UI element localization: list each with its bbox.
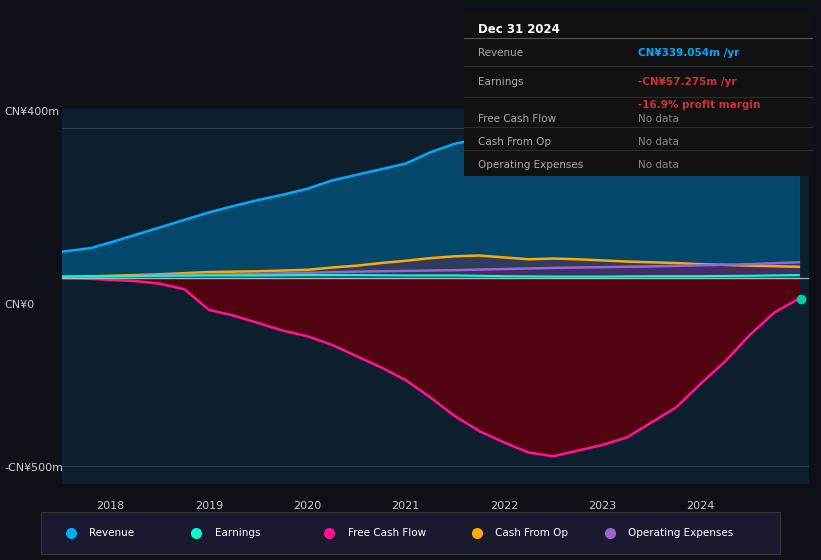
Text: CN¥339.054m /yr: CN¥339.054m /yr — [639, 48, 740, 58]
Text: 2022: 2022 — [490, 501, 518, 511]
Text: 2019: 2019 — [195, 501, 223, 511]
Text: 2018: 2018 — [97, 501, 125, 511]
Text: No data: No data — [639, 137, 679, 147]
Text: No data: No data — [639, 114, 679, 124]
Text: Cash From Op: Cash From Op — [496, 529, 568, 538]
Text: Revenue: Revenue — [89, 529, 134, 538]
Text: Earnings: Earnings — [478, 77, 523, 87]
Text: Dec 31 2024: Dec 31 2024 — [478, 23, 560, 36]
Text: 2020: 2020 — [293, 501, 322, 511]
Text: 2024: 2024 — [686, 501, 715, 511]
Text: Operating Expenses: Operating Expenses — [629, 529, 734, 538]
Text: Operating Expenses: Operating Expenses — [478, 160, 583, 170]
Text: Earnings: Earnings — [215, 529, 260, 538]
Text: Cash From Op: Cash From Op — [478, 137, 551, 147]
Text: Revenue: Revenue — [478, 48, 523, 58]
Text: No data: No data — [639, 160, 679, 170]
Text: -16.9% profit margin: -16.9% profit margin — [639, 100, 761, 110]
Text: CN¥400m: CN¥400m — [4, 107, 59, 117]
Text: -CN¥57.275m /yr: -CN¥57.275m /yr — [639, 77, 736, 87]
Text: 2023: 2023 — [588, 501, 617, 511]
Text: CN¥0: CN¥0 — [4, 300, 34, 310]
Text: -CN¥500m: -CN¥500m — [4, 463, 63, 473]
Text: 2021: 2021 — [392, 501, 420, 511]
Text: Free Cash Flow: Free Cash Flow — [348, 529, 426, 538]
Text: Free Cash Flow: Free Cash Flow — [478, 114, 556, 124]
